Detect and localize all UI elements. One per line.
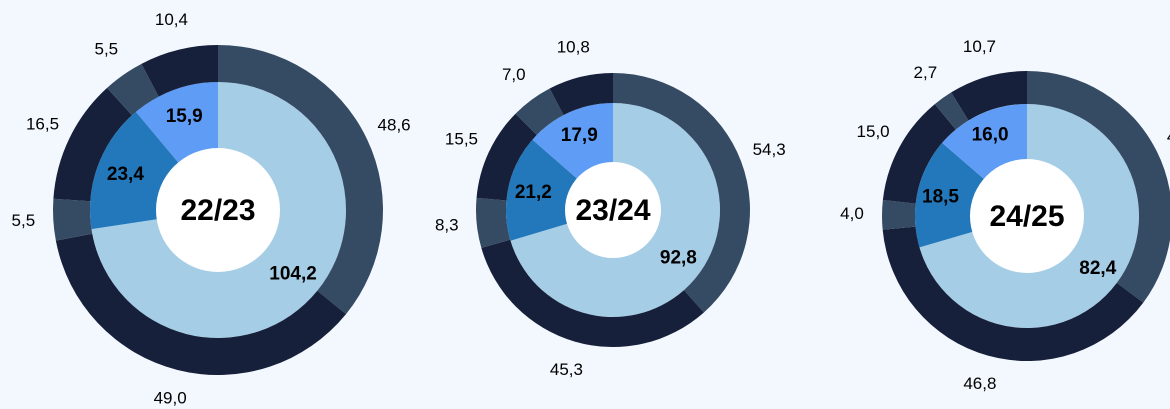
outer-value-label: 10,4 — [155, 10, 188, 29]
inner-value-label: 21,2 — [515, 182, 552, 203]
donut-chart: 82,4 18,5 16,0 43,0 46,8 4,0 15,0 2,7 10,7 24/25 — [840, 37, 1170, 393]
outer-segment — [1027, 71, 1170, 303]
inner-value-label: 23,4 — [107, 164, 144, 185]
donut-hole — [970, 159, 1084, 273]
outer-segment — [218, 45, 384, 315]
donut-hole — [565, 162, 661, 258]
outer-value-label: 10,8 — [557, 37, 590, 56]
outer-value-label: 4,0 — [840, 204, 864, 223]
center-label: 24/25 — [989, 200, 1064, 233]
outer-value-label: 10,7 — [963, 37, 996, 56]
center-label: 22/23 — [180, 194, 255, 227]
outer-value-label: 5,5 — [12, 211, 36, 230]
outer-value-label: 48,6 — [378, 116, 411, 135]
outer-value-label: 7,0 — [502, 65, 526, 84]
outer-value-label: 8,3 — [435, 215, 459, 234]
outer-segment — [141, 45, 218, 97]
inner-value-label: 92,8 — [660, 248, 697, 269]
donut-chart: 92,8 21,2 17,9 54,3 45,3 8,3 15,5 7,0 10,8 23/24 — [435, 37, 786, 379]
outer-segment — [882, 200, 916, 230]
inner-value-label: 82,4 — [1079, 258, 1116, 279]
outer-segment — [951, 71, 1027, 121]
outer-value-label: 2,7 — [914, 63, 938, 82]
outer-segment — [53, 198, 93, 241]
outer-segment — [882, 104, 956, 204]
outer-segment — [55, 233, 347, 375]
center-label: 23/24 — [575, 194, 650, 227]
outer-segment — [476, 197, 511, 248]
outer-value-label: 54,3 — [753, 140, 786, 159]
outer-value-label: 15,5 — [445, 129, 478, 148]
inner-value-label: 104,2 — [269, 264, 317, 285]
outer-value-label: 43,0 — [1167, 127, 1170, 146]
outer-value-label: 49,0 — [154, 389, 187, 408]
inner-value-label: 17,9 — [561, 125, 598, 146]
outer-segment — [613, 73, 751, 313]
outer-value-label: 16,5 — [26, 114, 59, 133]
outer-value-label: 45,3 — [550, 360, 583, 379]
outer-segment — [934, 92, 969, 130]
outer-segment — [107, 63, 159, 116]
outer-segment — [549, 73, 613, 116]
donut-hole — [156, 148, 280, 272]
inner-value-label: 18,5 — [922, 186, 959, 207]
inner-value-label: 16,0 — [972, 125, 1009, 146]
outer-value-label: 46,8 — [963, 374, 996, 393]
outer-segment — [882, 226, 1144, 361]
inner-value-label: 15,9 — [166, 106, 203, 127]
outer-segment — [481, 239, 704, 347]
donut-chart: 104,2 23,4 15,9 48,6 49,0 5,5 16,5 5,5 10,4 22/23 — [12, 10, 411, 407]
outer-value-label: 5,5 — [95, 40, 119, 59]
outer-segment — [515, 88, 564, 135]
outer-value-label: 15,0 — [857, 122, 890, 141]
outer-segment — [476, 113, 537, 201]
outer-segment — [53, 87, 132, 202]
